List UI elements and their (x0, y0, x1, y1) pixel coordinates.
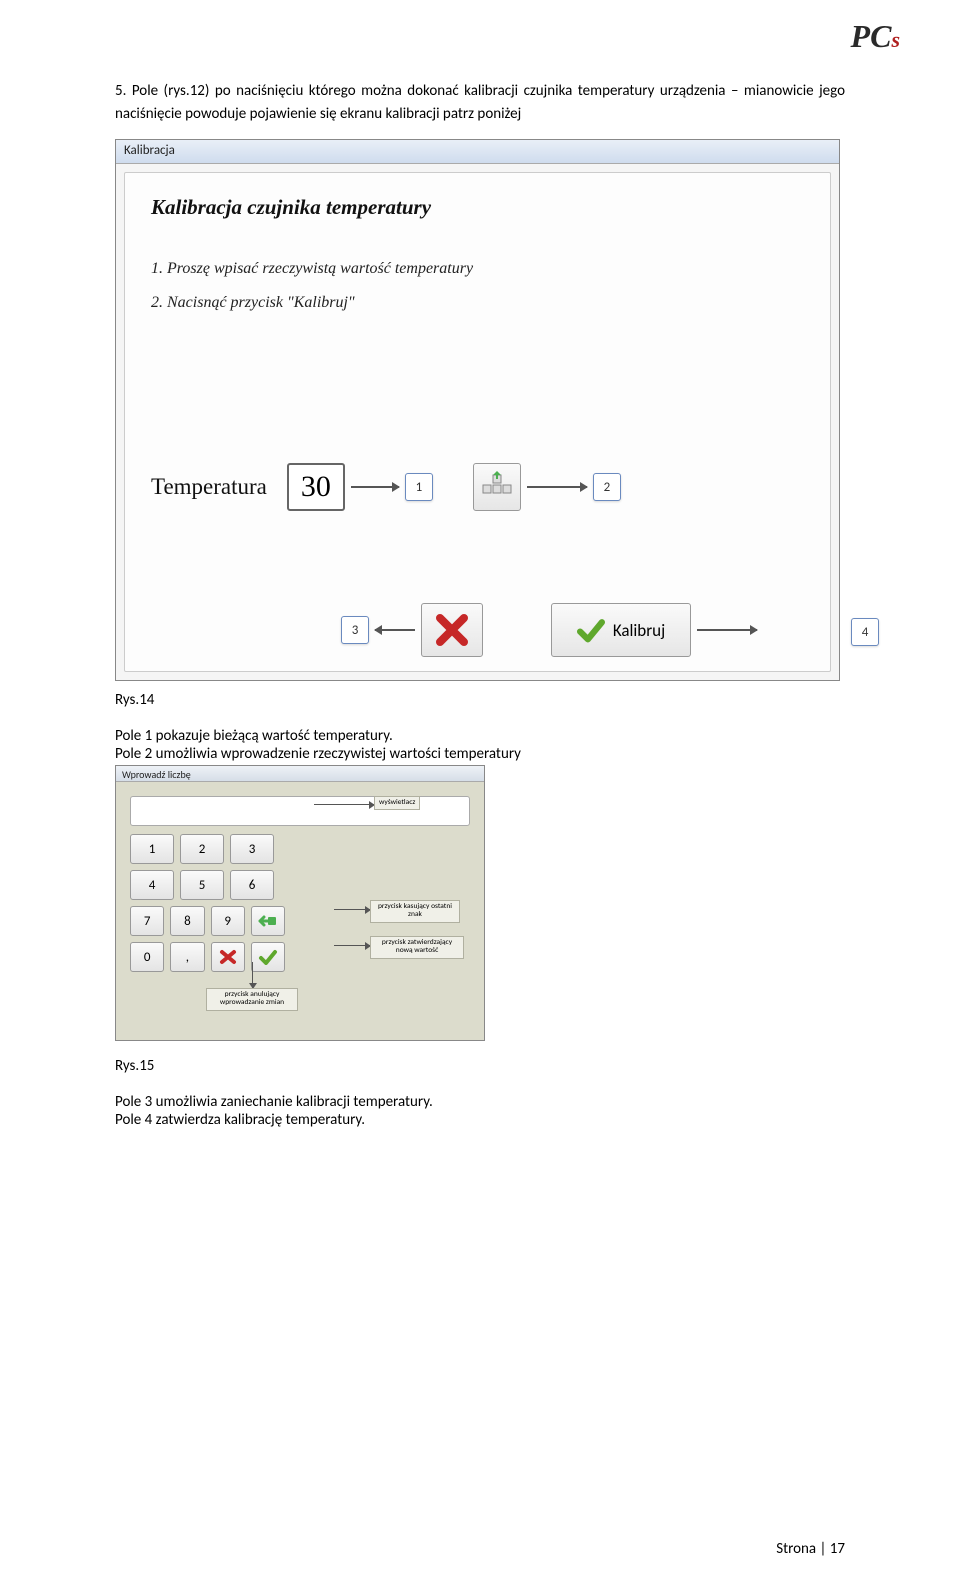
key-1[interactable]: 1 (130, 834, 174, 864)
figure-15-label: Rys.15 (115, 1057, 845, 1075)
intro-paragraph: 5. Pole (rys.12) po naciśnięciu którego … (115, 80, 845, 125)
key-2[interactable]: 2 (180, 834, 224, 864)
callout-3: 3 (341, 616, 369, 644)
arrow-ok (334, 945, 370, 946)
key-0[interactable]: 0 (130, 942, 164, 972)
callout-4: 4 (851, 618, 879, 646)
panel-heading: Kalibracja czujnika temperatury (151, 195, 804, 220)
key-ok[interactable] (251, 942, 285, 972)
arrow-1 (351, 486, 399, 488)
calibrate-button[interactable]: Kalibruj (551, 603, 691, 657)
annot-cancel: przycisk anulujący wprowadzanie zmian (206, 988, 298, 1011)
annot-display: wyświetlacz (374, 796, 420, 810)
instruction-2: 2. Nacisnąć przycisk "Kalibruj" (151, 294, 804, 312)
temperature-value: 30 (287, 463, 345, 511)
key-4[interactable]: 4 (130, 870, 174, 900)
key-backspace[interactable] (251, 906, 285, 936)
logo: PCs (851, 18, 900, 55)
key-3[interactable]: 3 (230, 834, 274, 864)
instruction-1: 1. Proszę wpisać rzeczywistą wartość tem… (151, 260, 804, 278)
para-pole2: Pole 2 umożliwia wprowadzenie rzeczywist… (115, 745, 845, 763)
numpad-dialog: Wprowadź liczbę wyświetlacz 1 2 3 4 5 6 … (115, 765, 485, 1041)
arrow-cancel (252, 962, 253, 988)
dialog-titlebar: Kalibracja (116, 140, 839, 164)
arrow-2 (527, 486, 587, 488)
key-6[interactable]: 6 (230, 870, 274, 900)
para-pole4: Pole 4 zatwierdza kalibrację temperatury… (115, 1111, 845, 1129)
callout-1: 1 (405, 473, 433, 501)
para-pole1: Pole 1 pokazuje bieżącą wartość temperat… (115, 727, 845, 745)
annot-back: przycisk kasujący ostatni znak (370, 900, 460, 923)
calibration-dialog: Kalibracja Kalibracja czujnika temperatu… (115, 139, 840, 681)
key-9[interactable]: 9 (211, 906, 245, 936)
keypad: 1 2 3 4 5 6 7 8 9 0 , (130, 834, 285, 972)
page-footer: Strona | 17 (776, 1540, 845, 1558)
numpad-titlebar: Wprowadź liczbę (116, 766, 484, 782)
callout-2: 2 (593, 473, 621, 501)
numpad-button[interactable] (473, 463, 521, 511)
annot-ok: przycisk zatwierdzający nową wartość (370, 936, 464, 959)
temperature-row: Temperatura 30 1 2 (151, 463, 804, 511)
arrow-back (334, 909, 370, 910)
dialog-panel: Kalibracja czujnika temperatury 1. Prosz… (124, 172, 831, 672)
arrow-display (314, 804, 374, 805)
figure-14-label: Rys.14 (115, 691, 845, 709)
arrow-3 (375, 629, 415, 631)
para-pole3: Pole 3 umożliwia zaniechanie kalibracji … (115, 1093, 845, 1111)
cancel-button[interactable] (421, 603, 483, 657)
key-cancel[interactable] (211, 942, 245, 972)
temperature-label: Temperatura (151, 474, 267, 500)
key-comma[interactable]: , (170, 942, 204, 972)
arrow-4 (697, 629, 757, 631)
key-5[interactable]: 5 (180, 870, 224, 900)
calibrate-label: Kalibruj (613, 620, 665, 641)
key-8[interactable]: 8 (170, 906, 204, 936)
key-7[interactable]: 7 (130, 906, 164, 936)
button-row: 3 Kalibruj (151, 591, 804, 649)
